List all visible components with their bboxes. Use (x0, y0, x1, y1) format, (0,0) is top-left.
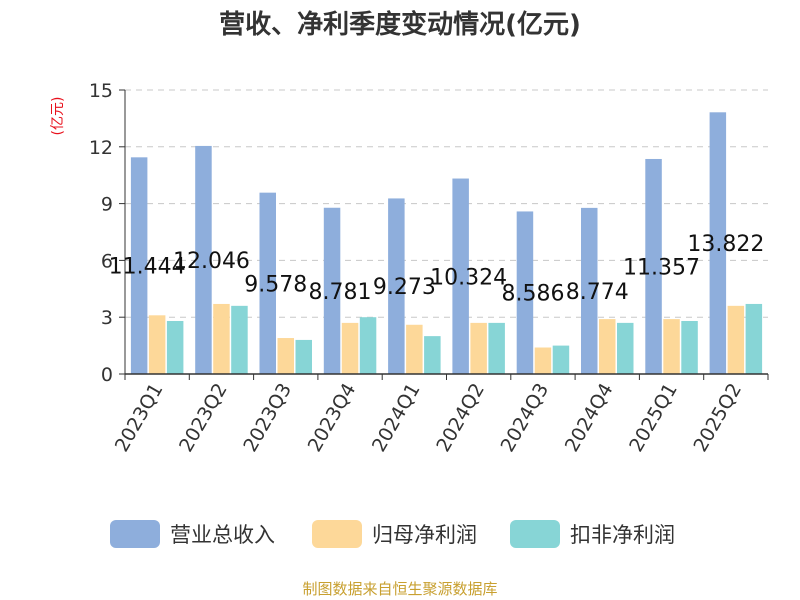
bar-deducted-profit (166, 320, 184, 374)
y-tick-label: 3 (101, 307, 113, 329)
x-tick-label: 2025Q1 (625, 380, 682, 456)
bar-revenue (516, 211, 534, 374)
y-tick-label: 9 (101, 194, 113, 216)
bar-revenue (645, 158, 662, 374)
data-label: 9.578 (244, 272, 307, 297)
bar-net-profit (277, 338, 294, 374)
legend[interactable]: 营业总收入 归母净利润 扣非净利润 (110, 520, 675, 548)
bar-net-profit (213, 303, 230, 374)
bar-net-profit (341, 322, 359, 374)
y-tick-label: 15 (89, 80, 113, 102)
bar-deducted-profit (552, 345, 570, 374)
data-label: 8.781 (309, 280, 372, 305)
data-label: 13.822 (687, 232, 764, 257)
bar-deducted-profit (231, 305, 248, 374)
y-tick-label: 6 (101, 250, 113, 272)
bar-revenue (259, 192, 276, 374)
legend-item[interactable]: 营业总收入 (110, 520, 275, 548)
bar-deducted-profit (681, 320, 698, 374)
bar-revenue (130, 157, 148, 374)
legend-label: 归母净利润 (372, 523, 477, 547)
grid-lines (125, 89, 768, 318)
legend-swatch (510, 520, 560, 548)
legend-item[interactable]: 归母净利润 (312, 520, 477, 548)
data-label: 8.586 (501, 282, 564, 307)
bar-deducted-profit (617, 322, 634, 374)
legend-label: 营业总收入 (170, 523, 275, 547)
x-tick-label: 2023Q3 (239, 380, 296, 456)
y-axis-unit: (亿元) (50, 97, 66, 136)
bar-revenue (581, 207, 598, 374)
bar-net-profit (727, 305, 745, 374)
x-tick-label: 2024Q4 (561, 380, 618, 456)
bars (130, 112, 763, 374)
bar-net-profit (470, 322, 487, 374)
y-tick-label: 12 (89, 137, 113, 159)
legend-swatch (312, 520, 362, 548)
bar-net-profit (599, 319, 616, 374)
legend-label: 扣非净利润 (570, 523, 675, 547)
bar-revenue (195, 145, 212, 374)
bar-revenue (709, 112, 727, 374)
bar-net-profit (406, 324, 423, 374)
source-note: 制图数据来自恒生聚源数据库 (302, 580, 497, 598)
bar-deducted-profit (488, 322, 505, 374)
y-tick-label: 0 (101, 364, 113, 386)
x-tick-label: 2023Q1 (111, 380, 168, 456)
chart-title: 营收、净利季度变动情况(亿元) (219, 9, 581, 40)
data-label: 12.046 (173, 249, 250, 274)
data-label: 8.774 (566, 280, 629, 305)
bar-deducted-profit (359, 317, 377, 374)
data-label: 9.273 (373, 275, 436, 300)
x-tick-label: 2023Q4 (304, 380, 361, 456)
bar-net-profit (663, 319, 680, 374)
legend-item[interactable]: 扣非净利润 (510, 520, 675, 548)
bar-revenue (452, 178, 469, 374)
bar-deducted-profit (424, 336, 441, 374)
bar-net-profit (534, 347, 552, 374)
bar-revenue (323, 207, 341, 374)
x-tick-label: 2025Q2 (689, 380, 746, 456)
bar-revenue (388, 198, 405, 374)
legend-swatch (110, 520, 160, 548)
x-tick-label: 2024Q2 (432, 380, 489, 456)
bar-deducted-profit (295, 339, 312, 374)
data-label: 11.357 (623, 255, 700, 280)
data-label: 10.324 (430, 265, 507, 290)
x-tick-label: 2024Q3 (497, 380, 554, 456)
data-label: 11.444 (109, 255, 186, 280)
bar-net-profit (148, 315, 166, 374)
x-tick-label: 2023Q2 (175, 380, 232, 456)
x-tick-label: 2024Q1 (368, 380, 425, 456)
bar-deducted-profit (745, 303, 763, 374)
